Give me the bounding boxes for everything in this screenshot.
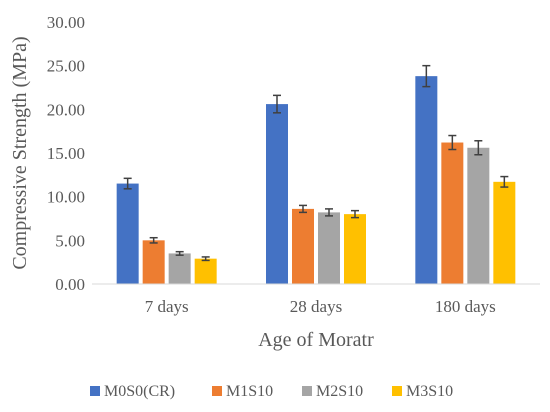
error-bar (123, 177, 132, 190)
error-bar (299, 204, 307, 214)
y-tick-label: 20.00 (47, 100, 85, 119)
legend-swatch-m2s10 (302, 386, 312, 396)
bar-m1s10-1 (292, 208, 314, 284)
bar-m2s10-0 (168, 253, 191, 284)
x-axis-title: Age of Moratr (258, 329, 374, 351)
legend-swatch-m1s10 (212, 386, 222, 396)
y-tick-label: 0.00 (55, 275, 85, 294)
legend-label: M2S10 (316, 383, 363, 400)
legend-label: M0S0(CR) (104, 383, 175, 400)
y-axis-ticks: 0.00 5.00 10.00 15.00 20.00 25.00 30.00 (47, 13, 85, 294)
error-bar (474, 140, 483, 156)
bar-m3s10-2 (493, 181, 516, 284)
bar-m1s10-0 (142, 240, 165, 284)
bar-m2s10-1 (318, 212, 340, 284)
bar-m2s10-2 (467, 147, 490, 284)
y-tick-label: 10.00 (47, 188, 85, 207)
bar-m1s10-2 (441, 142, 464, 284)
error-bars (123, 64, 509, 262)
y-tick-label: 25.00 (47, 57, 85, 76)
bar-m3s10-1 (344, 214, 366, 284)
error-bar (325, 208, 333, 217)
legend-swatch-m3s10 (392, 386, 402, 396)
bar-series (116, 76, 516, 285)
error-bar (422, 64, 431, 88)
y-tick-label: 15.00 (47, 144, 85, 163)
error-bar (149, 236, 158, 244)
legend: M0S0(CR) M1S10 M2S10 M3S10 (90, 383, 453, 400)
error-bar (500, 175, 509, 188)
legend-label: M1S10 (226, 383, 273, 400)
y-tick-label: 5.00 (55, 231, 85, 250)
bar-m0s0-cr--1 (266, 104, 288, 285)
error-bar (448, 134, 457, 151)
x-axis-ticks: 7 days 28 days 180 days (145, 297, 496, 316)
y-axis-title: Compressive Strength (MPa) (9, 36, 31, 269)
x-tick-label: 28 days (290, 297, 342, 316)
legend-label: M3S10 (406, 383, 453, 400)
error-bar (175, 250, 184, 256)
x-tick-label: 7 days (145, 297, 189, 316)
bar-m0s0-cr--2 (415, 76, 438, 284)
x-tick-label: 180 days (435, 297, 496, 316)
bar-m3s10-0 (194, 258, 217, 284)
error-bar (273, 94, 281, 114)
error-bar (201, 256, 210, 262)
legend-swatch-m0s0-cr- (90, 386, 100, 396)
error-bar (351, 209, 359, 219)
bar-m0s0-cr--0 (116, 183, 139, 284)
y-tick-label: 30.00 (47, 13, 85, 32)
